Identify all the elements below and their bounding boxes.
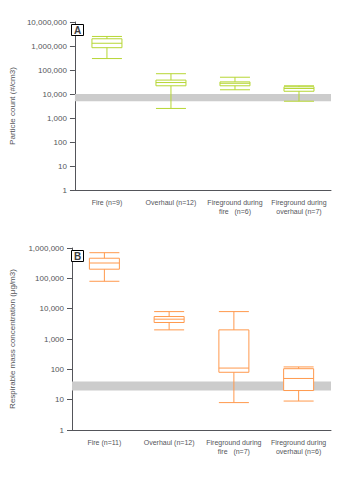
svg-text:100,000: 100,000 [35,274,64,283]
svg-text:1,000: 1,000 [44,335,65,344]
svg-text:1,000: 1,000 [47,114,68,123]
svg-text:fire (n=6): fire (n=6) [219,208,251,216]
svg-text:100,000: 100,000 [38,66,67,75]
svg-text:Fireground during: Fireground during [271,199,326,207]
svg-text:Fire (n=11): Fire (n=11) [87,439,121,447]
svg-text:Overhaul (n=12): Overhaul (n=12) [144,439,195,447]
svg-text:1,000,000: 1,000,000 [28,244,64,253]
svg-text:1,000,000: 1,000,000 [31,42,67,51]
svg-text:A: A [74,25,81,36]
svg-text:100: 100 [54,138,68,147]
svg-text:Fireground during: Fireground during [206,439,261,447]
svg-text:Particle count (#/cm3): Particle count (#/cm3) [8,67,17,145]
svg-text:10,000: 10,000 [42,90,67,99]
svg-text:B: B [74,251,81,262]
svg-text:10,000: 10,000 [40,304,65,313]
svg-text:Fire (n=9): Fire (n=9) [92,199,123,207]
svg-text:overhaul (n=7): overhaul (n=7) [276,208,321,216]
svg-text:100: 100 [51,365,65,374]
svg-text:10: 10 [55,395,64,404]
svg-text:Overhaul (n=12): Overhaul (n=12) [146,199,197,207]
svg-text:10: 10 [58,162,67,171]
svg-text:10,000,000: 10,000,000 [27,18,68,27]
svg-text:1: 1 [60,426,65,435]
svg-text:fire (n=7): fire (n=7) [218,448,250,456]
svg-text:1: 1 [62,186,67,195]
svg-text:Fireground during: Fireground during [207,199,262,207]
svg-text:overhaul (n=6): overhaul (n=6) [276,448,321,456]
svg-text:Fireground during: Fireground during [271,439,326,447]
svg-text:Respirable mass concentration: Respirable mass concentration (μg/m3) [8,269,17,409]
